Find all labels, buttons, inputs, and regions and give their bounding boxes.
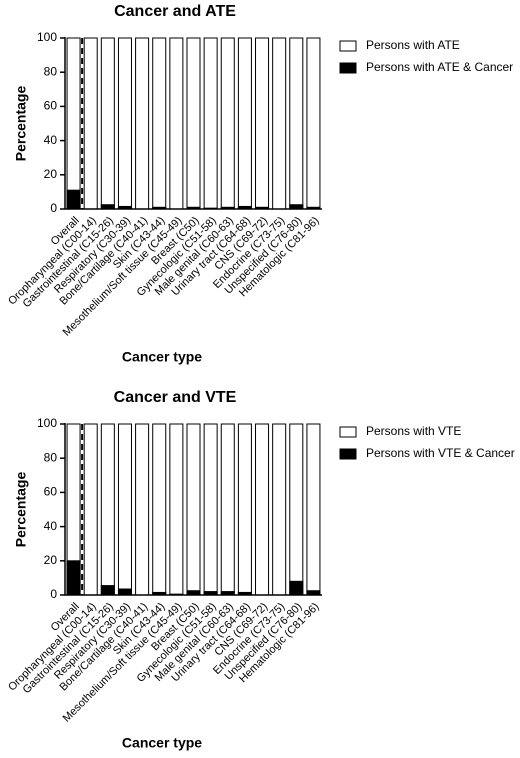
chart: Cancer and VTE Percentage Cancer type 0 20 40… (6, 389, 515, 750)
bar (203, 37, 218, 210)
bar (169, 423, 184, 596)
bar (152, 423, 167, 596)
y-tick-label: 0 (50, 587, 57, 601)
bar (306, 423, 321, 596)
bar (117, 588, 132, 596)
bar (289, 580, 304, 596)
bar (186, 37, 201, 210)
x-axis-title: Cancer type (122, 349, 202, 365)
bar (100, 423, 115, 596)
y-tick-label: 40 (44, 519, 58, 533)
bar (100, 585, 115, 596)
bar (306, 37, 321, 210)
y-tick-label: 80 (44, 450, 58, 464)
y-tick-label: 60 (44, 485, 58, 499)
legend-label: Persons with VTE & Cancer (366, 446, 515, 460)
bar (135, 423, 150, 596)
bar (83, 37, 98, 210)
legend-label: Persons with ATE & Cancer (366, 60, 513, 74)
legend-label: Persons with VTE (366, 424, 461, 438)
bar (237, 37, 252, 210)
y-tick-label: 40 (44, 133, 58, 147)
bar (255, 423, 270, 596)
legend-label: Persons with ATE (366, 38, 460, 52)
chart: Cancer and ATE Percentage Cancer type 0 20 40… (6, 3, 513, 364)
bar (272, 423, 287, 596)
legend-swatch (339, 40, 357, 52)
x-axis-title: Cancer type (122, 735, 202, 751)
bar (289, 37, 304, 210)
y-axis-title: Percentage (13, 472, 29, 548)
chart-title: Cancer and ATE (114, 3, 236, 20)
bar (220, 37, 235, 210)
y-tick-label: 60 (44, 99, 58, 113)
bar (237, 423, 252, 596)
bar (135, 37, 150, 210)
bar (152, 37, 167, 210)
y-tick-label: 100 (37, 416, 57, 430)
bar (66, 560, 81, 596)
bar (100, 37, 115, 210)
legend-swatch (339, 426, 357, 438)
y-tick-label: 20 (44, 553, 58, 567)
legend-swatch (339, 62, 357, 74)
bar (169, 37, 184, 210)
y-tick-label: 80 (44, 64, 58, 78)
bar (272, 37, 287, 210)
chart-title: Cancer and VTE (114, 389, 237, 406)
bar (117, 423, 132, 596)
bar (289, 423, 304, 596)
bar (83, 423, 98, 596)
y-axis-title: Percentage (13, 86, 29, 162)
bar (203, 423, 218, 596)
bar (186, 423, 201, 596)
y-tick-label: 0 (50, 201, 57, 215)
bar (255, 37, 270, 210)
bar (66, 189, 81, 210)
bar (220, 423, 235, 596)
legend-swatch (339, 448, 357, 460)
y-tick-label: 20 (44, 167, 58, 181)
y-tick-label: 100 (37, 30, 57, 44)
bar (66, 37, 81, 210)
bar (117, 37, 132, 210)
